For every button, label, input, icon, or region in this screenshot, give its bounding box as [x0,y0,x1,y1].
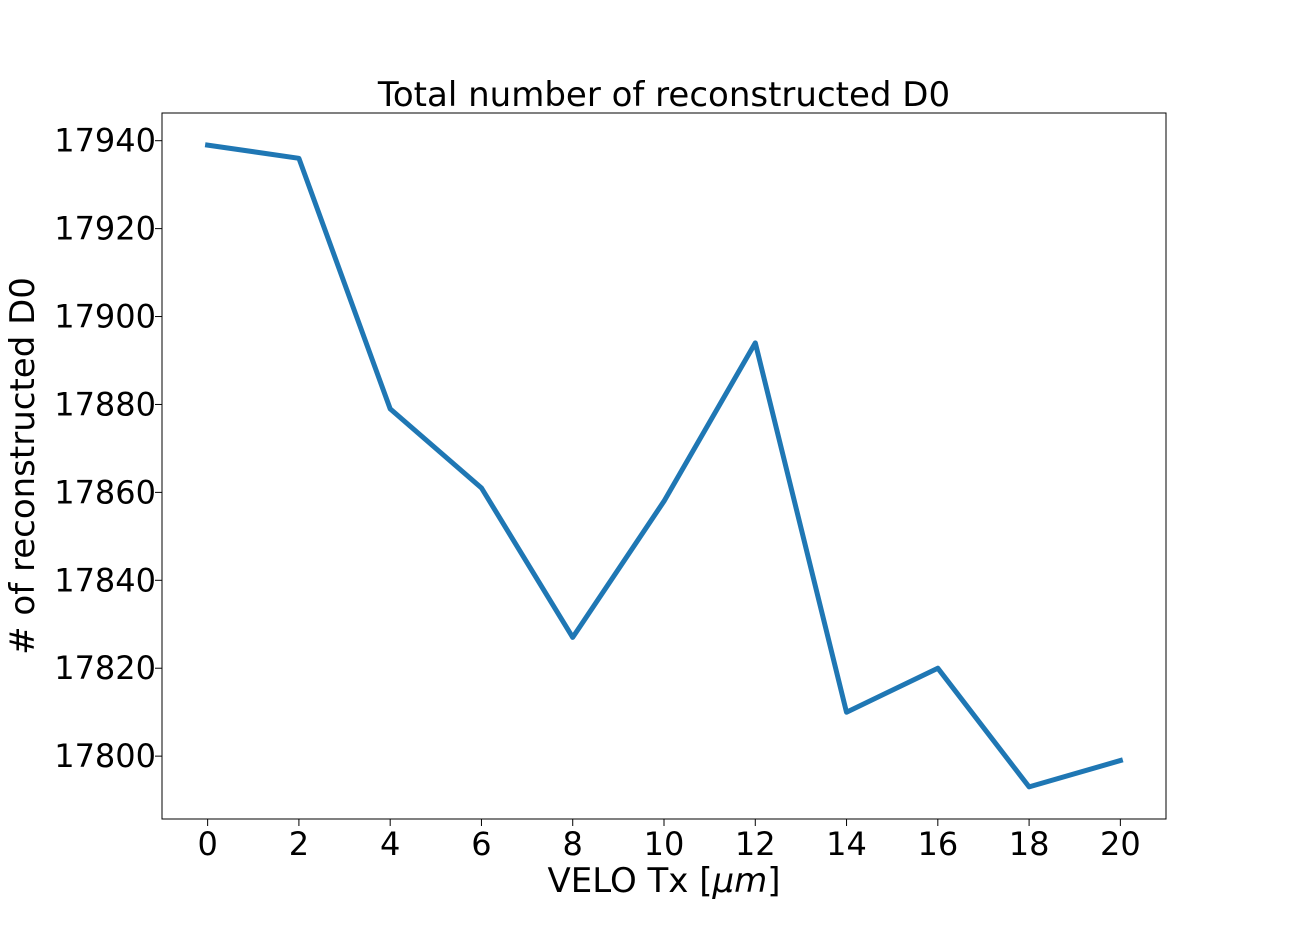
x-tick-label-9: 18 [1009,825,1050,863]
y-tick-label-2: 17840 [54,561,156,599]
y-tick-label-4: 17880 [54,385,156,423]
series-line [204,142,1124,790]
x-tick-label-5: 10 [644,825,685,863]
x-axis-label-unit: μm [711,861,767,901]
y-tick-label-3: 17860 [54,473,156,511]
x-tick-label-4: 8 [563,825,583,863]
y-tick-label-6: 17920 [54,210,156,248]
x-tick-label-2: 4 [380,825,400,863]
x-axis-label-suffix: ] [767,861,780,901]
x-axis: 0 2 4 6 8 10 12 14 16 18 20 [197,819,1141,863]
y-tick-label-0: 17800 [54,737,156,775]
x-tick-label-6: 12 [735,825,776,863]
x-tick-label-7: 14 [826,825,867,863]
y-axis: 17800 17820 17840 17860 17880 17900 17920 17940 [54,122,162,775]
x-tick-label-10: 20 [1100,825,1141,863]
x-tick-label-8: 16 [917,825,958,863]
x-axis-label-prefix: VELO Tx [ [547,861,712,901]
x-tick-label-3: 6 [471,825,491,863]
plot-area [161,112,1167,820]
y-tick-label-7: 17940 [54,122,156,160]
x-tick-label-1: 2 [289,825,309,863]
y-axis-label: # of reconstructed D0 [3,277,43,655]
x-tick-label-0: 0 [197,825,217,863]
y-tick-label-1: 17820 [54,649,156,687]
x-axis-label: VELO Tx [μm] [547,861,780,901]
chart-title: Total number of reconstructed D0 [377,75,950,115]
plot-frame [161,112,1167,820]
y-tick-label-5: 17900 [54,298,156,336]
